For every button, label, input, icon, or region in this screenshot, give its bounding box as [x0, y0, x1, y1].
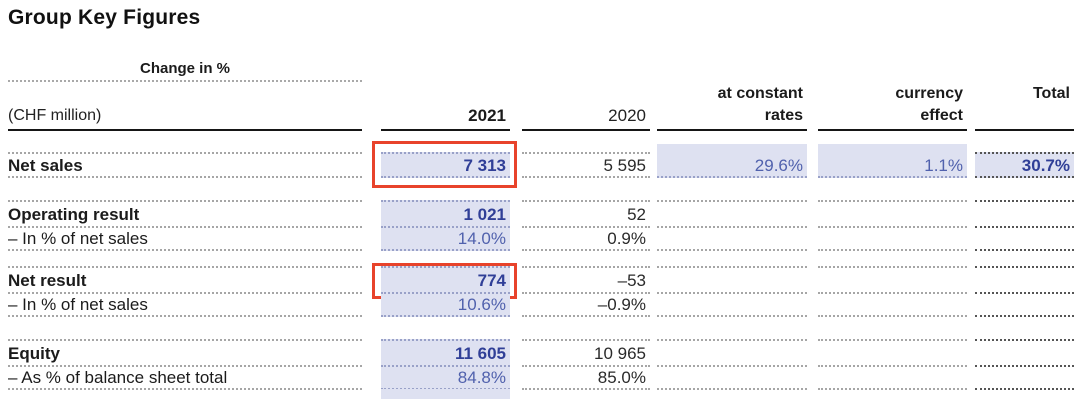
empty-cell-effect [818, 226, 967, 251]
table-row-operating-result-pct: – In % of net sales 14.0% 0.9% [8, 226, 1074, 251]
cell-2021-net-sales: 7 313 [372, 141, 517, 188]
header-unit-label: (CHF million) [8, 82, 362, 131]
spacer [8, 317, 1074, 339]
page-title: Group Key Figures [8, 6, 201, 29]
header-change-group-row: Change in % [8, 60, 1074, 82]
empty-cell-rates [657, 226, 807, 251]
empty-cell-effect [818, 365, 967, 390]
header-2020-text: 2020 [608, 106, 646, 125]
cell-change-total: 30.7% [975, 152, 1074, 178]
row-label: Equity [8, 339, 362, 365]
header-currency-line2: effect [920, 107, 963, 124]
table-row-equity: Equity 11 605 10 965 [8, 339, 1074, 365]
cell-2021: 1 021 [381, 200, 510, 226]
cell-2021: 11 605 [381, 339, 510, 365]
header-total-text: Total [1032, 85, 1070, 102]
header-total: Total [975, 82, 1074, 131]
key-figures-table: Group Key Figures Change in % (CHF milli… [8, 6, 1074, 399]
empty-cell-total [975, 365, 1074, 390]
empty-cell-effect [818, 339, 967, 365]
header-total-spacer [975, 105, 1070, 127]
header-currency-effect: currency effect [818, 82, 967, 131]
empty-cell-rates [657, 200, 807, 226]
table-row-equity-pct: – As % of balance sheet total 84.8% 85.0… [8, 365, 1074, 399]
header-at-constant-line1: at constant [717, 85, 803, 102]
cell-2020: 0.9% [522, 226, 650, 251]
table-row-net-result-pct: – In % of net sales 10.6% –0.9% [8, 292, 1074, 317]
header-change-in-percent: Change in % [8, 60, 362, 82]
table-row-net-result: Net result 774 –53 [8, 263, 1074, 299]
empty-cell-rates [657, 365, 807, 390]
row-label: – In % of net sales [8, 226, 362, 251]
group-key-figures-page: Group Key Figures Change in % (CHF milli… [0, 6, 1080, 410]
cell-2020: 10 965 [522, 339, 650, 365]
table-row-net-sales: Net sales 7 313 5 595 29.6% 1.1% 30.7% [8, 141, 1074, 188]
empty-cell-total [975, 292, 1074, 317]
cell-2021: 84.8% [381, 365, 510, 399]
empty-cell-total [975, 200, 1074, 226]
cell-2021: 14.0% [381, 226, 510, 251]
table-row-operating-result: Operating result 1 021 52 [8, 200, 1074, 226]
empty-cell-rates [657, 339, 807, 365]
cell-2020: 52 [522, 200, 650, 226]
row-label: – As % of balance sheet total [8, 365, 362, 390]
empty-cell-rates [657, 292, 807, 317]
cell-2020: 85.0% [522, 365, 650, 390]
unit-label-text: (CHF million) [8, 107, 102, 124]
cell-2020: 5 595 [522, 152, 650, 178]
spacer [8, 251, 1074, 266]
row-label: Operating result [8, 200, 362, 226]
empty-cell-total [975, 226, 1074, 251]
header-2021: 2021 [381, 82, 510, 131]
cell-2021-net-result: 774 [372, 263, 517, 299]
header-columns-row: (CHF million) 2021 2020 at constant rate… [8, 82, 1074, 131]
spacer [8, 178, 1074, 200]
cell-2021: 10.6% [381, 292, 510, 317]
cell-2020: –53 [522, 266, 650, 292]
row-label: – In % of net sales [8, 292, 362, 317]
empty-cell-effect [818, 292, 967, 317]
empty-cell-total [975, 339, 1074, 365]
cell-change-rates: 29.6% [657, 144, 807, 178]
header-at-constant-rates: at constant rates [657, 82, 807, 131]
header-currency-line1: currency [895, 85, 963, 102]
row-label: Net sales [8, 152, 362, 178]
cell-2020: –0.9% [522, 292, 650, 317]
cell-change-effect: 1.1% [818, 144, 967, 178]
header-2021-text: 2021 [468, 106, 506, 125]
empty-cell-total [975, 266, 1074, 292]
empty-cell-effect [818, 266, 967, 292]
empty-cell-rates [657, 266, 807, 292]
header-2020: 2020 [522, 82, 650, 131]
row-label: Net result [8, 266, 362, 292]
header-at-constant-line2: rates [764, 107, 803, 124]
empty-cell-effect [818, 200, 967, 226]
